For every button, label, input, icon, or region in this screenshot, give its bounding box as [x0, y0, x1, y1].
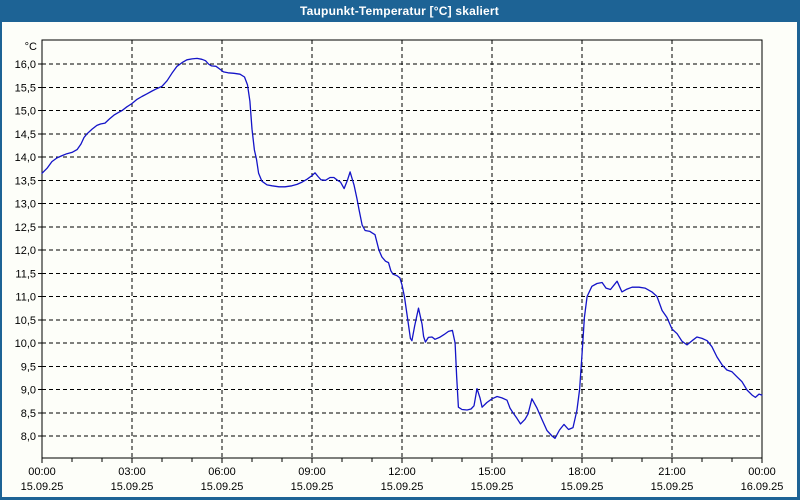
y-tick-label: 14,0 [15, 152, 36, 164]
y-tick-label: 13,5 [15, 175, 36, 187]
y-tick-label: 9,0 [21, 385, 36, 397]
x-tick-time-label: 15:00 [478, 466, 506, 478]
y-axis-unit: °C [25, 41, 37, 53]
y-tick-label: 12,0 [15, 245, 36, 257]
y-tick-label: 8,5 [21, 408, 36, 420]
x-tick-date-label: 15.09.25 [201, 481, 244, 493]
y-tick-label: 12,5 [15, 222, 36, 234]
y-tick-label: 11,0 [15, 292, 36, 304]
x-tick-time-label: 00:00 [748, 466, 776, 478]
x-tick-date-label: 15.09.25 [471, 481, 514, 493]
y-tick-label: 10,5 [15, 315, 36, 327]
x-tick-date-label: 15.09.25 [651, 481, 694, 493]
y-tick-label: 9,5 [21, 361, 36, 373]
y-tick-label: 14,5 [15, 129, 36, 141]
plot-border [41, 39, 763, 459]
x-tick-date-label: 16.09.25 [741, 481, 784, 493]
x-tick-date-label: 15.09.25 [561, 481, 604, 493]
y-tick-label: 13,0 [15, 199, 36, 211]
x-tick-time-label: 12:00 [388, 466, 416, 478]
y-tick-label: 15,5 [15, 82, 36, 94]
y-tick-label: 15,0 [15, 106, 36, 118]
title-bar: Taupunkt-Temperatur [°C] skaliert [2, 0, 797, 22]
series-line [41, 57, 763, 439]
x-tick-date-label: 15.09.25 [21, 481, 64, 493]
x-tick-time-label: 18:00 [568, 466, 596, 478]
y-tick-label: 11,5 [15, 268, 36, 280]
x-tick-date-label: 15.09.25 [111, 481, 154, 493]
x-tick-time-label: 03:00 [118, 466, 146, 478]
x-tick-time-label: 21:00 [658, 466, 686, 478]
window-title: Taupunkt-Temperatur [°C] skaliert [300, 4, 499, 18]
y-tick-label: 16,0 [15, 59, 36, 71]
y-tick-label: 8,0 [21, 431, 36, 443]
x-tick-time-label: 00:00 [28, 466, 56, 478]
x-tick-date-label: 15.09.25 [381, 481, 424, 493]
x-tick-time-label: 06:00 [208, 466, 236, 478]
y-tick-label: 10,0 [15, 338, 36, 350]
x-tick-time-label: 09:00 [298, 466, 326, 478]
x-tick-date-label: 15.09.25 [291, 481, 334, 493]
